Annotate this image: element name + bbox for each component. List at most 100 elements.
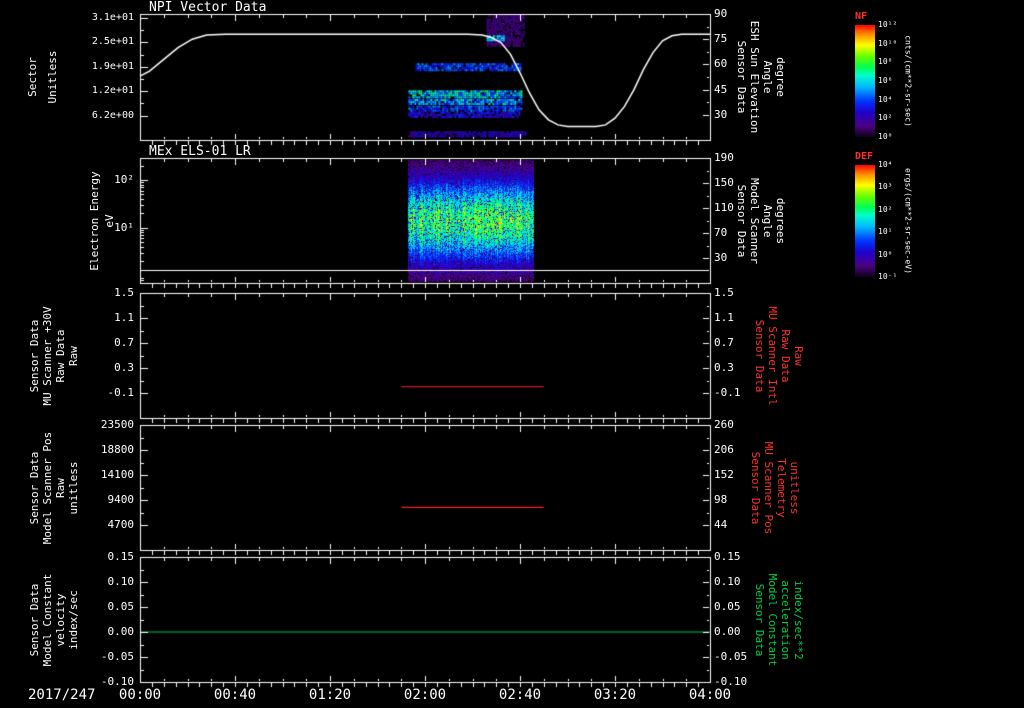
y-tick-label-right: 150	[714, 176, 734, 189]
y-tick-label-right: 0.00	[714, 625, 741, 638]
y-tick-label-left: 3.1e+01	[91, 11, 134, 23]
y-tick-label-left: 0.05	[107, 600, 135, 613]
y-tick-label-right: 0.10	[714, 575, 741, 588]
y-tick-label-right: 0.3	[714, 361, 734, 374]
y-tick-label-right: -0.05	[714, 650, 748, 663]
axis-label-line-right: ESH Sun Elevation	[748, 20, 762, 134]
colorbar-unit-label: cnts/(cm**2-sr-sec)	[903, 35, 913, 127]
colorbar-tick-label: 10¹⁰	[878, 38, 898, 48]
y-tick-label-right: 260	[714, 418, 734, 431]
y-tick-label-left: -0.10	[100, 675, 134, 688]
x-tick-label: 03:20	[593, 687, 637, 703]
axis-label-line-left: MU Scanner +30V	[40, 305, 54, 406]
axis-label-line-left: Model Constant	[40, 573, 54, 666]
colorbar-def	[855, 165, 875, 277]
axis-label-line-right: Telemetry	[775, 457, 789, 518]
colorbar-tick-label: 10¹²	[878, 20, 898, 29]
axis-label-line-right: degrees	[774, 197, 788, 244]
panel1-title: NPI Vector Data	[149, 0, 267, 15]
colorbar-tick-label: 10²	[878, 204, 893, 214]
colorbar-tick-label: 10⁶	[878, 76, 893, 85]
y-tick-label-right: 44	[714, 518, 728, 531]
x-tick-label: 00:00	[118, 687, 162, 703]
colorbar-nf	[855, 25, 875, 137]
axis-label-line-left: eV	[102, 213, 116, 228]
axis-label-line-left: Sensor Data	[27, 451, 41, 524]
y-tick-label-left: 0.00	[107, 625, 135, 638]
y-tick-label-right: 0.05	[714, 600, 741, 613]
axis-label-line-left: Raw	[66, 345, 80, 366]
panel2-title: MEx ELS-01 LR	[149, 144, 251, 159]
axis-label-line-right: MU Scanner Pos	[762, 441, 776, 534]
y-tick-label-right: 30	[714, 251, 728, 264]
colorbar-tick-label: 10⁻¹	[878, 272, 898, 281]
y-tick-label-right: 70	[714, 226, 728, 239]
y-tick-label-left: 18800	[100, 443, 134, 456]
axis-label-line-right: Sensor Data	[735, 40, 749, 114]
y-tick-label-left: 4700	[107, 518, 135, 531]
y-tick-label-right: 0.15	[714, 550, 741, 563]
colorbar-tick-label: 10⁰	[878, 132, 893, 141]
y-tick-label-left: 23500	[100, 418, 134, 431]
y-tick-label-right: 190	[714, 151, 734, 164]
y-tick-label-right: 110	[714, 201, 734, 214]
y-tick-label-right: 90	[714, 7, 728, 20]
y-tick-label-right: 152	[714, 468, 734, 481]
axis-label-line-left: Unitless	[45, 50, 59, 104]
y-tick-label-left: 9400	[107, 493, 135, 506]
y-tick-label-right: 206	[714, 443, 734, 456]
colorbar-tick-label: 10⁴	[878, 160, 893, 169]
y-tick-label-left: 10²	[114, 173, 134, 187]
y-tick-label-left: 14100	[100, 468, 134, 481]
y-tick-label-right: 1.1	[714, 311, 734, 324]
axis-label-line-right: Sensor Data	[749, 451, 763, 524]
y-tick-label-left: 0.15	[107, 550, 135, 563]
y-tick-label-right: -0.10	[714, 675, 748, 688]
colorbar-def-title: DEF	[855, 151, 874, 162]
axis-label-line-left: Sensor Data	[27, 319, 41, 392]
y-tick-label-left: 1.2e+01	[91, 85, 134, 97]
y-tick-label-right: 98	[714, 493, 728, 506]
y-tick-label-left: 0.7	[114, 336, 134, 349]
x-tick-label: 04:00	[688, 687, 732, 703]
axis-label-line-right: Model Constant	[766, 573, 780, 666]
y-tick-label-left: 6.2e+00	[91, 109, 134, 121]
axis-label-line-right: index/sec**2	[792, 579, 806, 660]
x-tick-label: 00:40	[213, 687, 257, 703]
axis-label-line-right: Raw Data	[779, 329, 793, 382]
axis-label-line-left: Electron Energy	[87, 170, 101, 271]
y-tick-label-right: 1.5	[714, 286, 734, 299]
y-tick-label-right: 0.7	[714, 336, 734, 349]
axis-label-line-right: Raw	[792, 345, 806, 366]
y-tick-label-right: -0.1	[714, 386, 741, 399]
axis-label-line-left: velocity	[53, 593, 67, 646]
y-tick-label-right: 30	[714, 107, 728, 121]
date-label: 2017/247	[28, 687, 96, 703]
axis-label-line-right: degree	[774, 57, 788, 97]
y-tick-label-right: 75	[714, 32, 728, 46]
axis-label-line-left: Sector	[25, 57, 39, 97]
y-tick-label-left: 0.3	[114, 361, 134, 374]
colorbar-tick-label: 10⁴	[878, 94, 893, 104]
colorbar-unit-label: ergs/(cm**2-sr-sec-eV)	[903, 168, 913, 274]
axis-label-line-right: Sensor Data	[753, 319, 767, 392]
y-tick-label-left: 10¹	[114, 220, 134, 234]
y-tick-label-left: 1.5	[114, 286, 134, 299]
y-tick-label-left: 1.1	[114, 311, 134, 324]
x-tick-label: 02:40	[498, 687, 542, 703]
y-tick-label-left: 2.5e+01	[91, 36, 134, 48]
x-tick-label: 01:20	[308, 687, 352, 703]
axis-label-line-left: index/sec	[66, 589, 80, 650]
axis-label-line-right: Sensor Data	[753, 583, 767, 656]
colorbar-tick-label: 10⁰	[878, 249, 893, 259]
colorbar-nf-title: NF	[855, 11, 868, 22]
colorbar-tick-label: 10⁸	[878, 57, 893, 67]
axis-label-line-left: Raw	[53, 477, 67, 498]
axis-label-line-right: Model Scanner	[748, 177, 762, 264]
axis-label-line-left: Model Scanner Pos	[40, 431, 54, 544]
y-tick-label-left: -0.1	[107, 386, 135, 399]
axis-label-line-right: MU Scanner Intl	[766, 305, 780, 406]
axis-label-line-right: Angle	[761, 203, 775, 238]
